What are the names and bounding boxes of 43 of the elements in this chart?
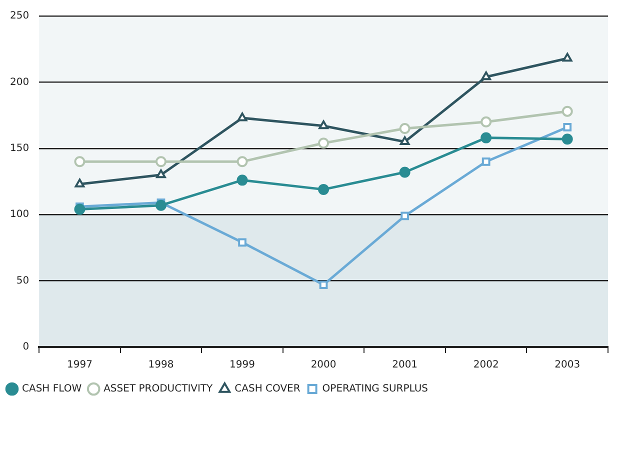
point <box>155 156 166 168</box>
point <box>155 200 166 211</box>
y-tick-label: 50 <box>16 275 30 286</box>
point <box>400 212 409 220</box>
point <box>318 138 330 149</box>
legend-label: CASH COVER <box>234 384 300 395</box>
point <box>480 132 492 144</box>
y-tick-label: 150 <box>10 142 30 154</box>
point <box>399 123 410 134</box>
point <box>399 166 410 178</box>
point <box>400 136 410 146</box>
point <box>237 112 248 122</box>
x-tick-label: 2000 <box>310 360 336 371</box>
x-tick-label: 2003 <box>554 360 580 371</box>
point <box>156 169 166 178</box>
point <box>74 178 85 188</box>
legend-label: ASSET PRODUCTIVITY <box>104 384 214 395</box>
y-tick-label: 100 <box>10 209 30 220</box>
x-tick-label: 1999 <box>230 360 255 371</box>
point <box>562 106 573 117</box>
point <box>238 238 246 247</box>
point <box>74 156 86 168</box>
legend-label: CASH FLOW <box>22 384 82 395</box>
point <box>74 204 86 215</box>
x-tick-label: 1998 <box>148 360 174 371</box>
point <box>563 123 572 132</box>
point <box>480 116 492 128</box>
y-tick-label: 0 <box>22 342 30 353</box>
x-tick-label: 1997 <box>66 360 92 371</box>
point <box>319 280 328 289</box>
y-tick-label: 200 <box>10 76 30 88</box>
point <box>236 174 248 186</box>
point <box>482 157 490 166</box>
x-tick-label: 2001 <box>392 360 418 371</box>
point <box>318 184 330 195</box>
y-tick-label: 250 <box>10 10 30 22</box>
x-tick-label: 2002 <box>473 360 499 371</box>
point <box>562 134 573 145</box>
legend-label: OPERATING SURPLUS <box>322 384 428 395</box>
point <box>318 120 328 130</box>
point <box>236 156 248 168</box>
point <box>562 52 572 62</box>
point <box>481 71 491 80</box>
